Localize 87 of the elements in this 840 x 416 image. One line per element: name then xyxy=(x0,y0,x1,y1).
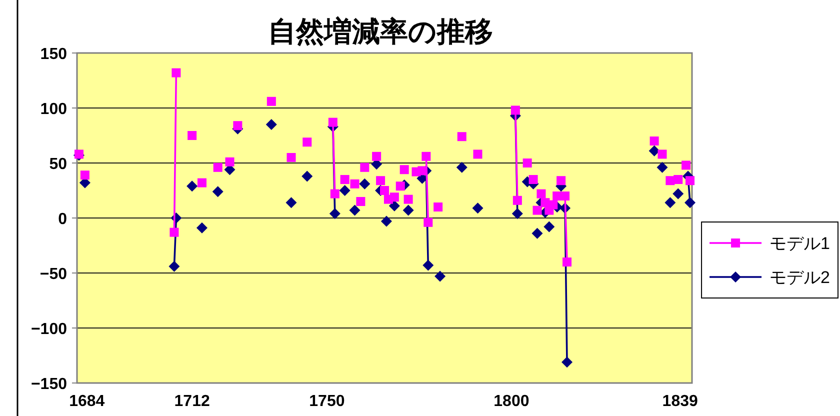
point xyxy=(213,162,222,172)
point xyxy=(666,176,675,186)
point xyxy=(186,180,198,192)
point xyxy=(376,176,386,186)
point xyxy=(422,260,434,271)
point xyxy=(302,170,313,182)
point xyxy=(532,228,543,239)
legend-label: モデル1 xyxy=(770,234,830,253)
point xyxy=(302,138,312,147)
point xyxy=(328,118,338,127)
point xyxy=(380,186,389,195)
point xyxy=(656,162,668,173)
point xyxy=(560,192,570,200)
point xyxy=(196,222,208,234)
y-tick-label: 150 xyxy=(40,46,68,63)
point xyxy=(512,208,523,220)
point xyxy=(390,192,399,202)
point xyxy=(402,204,414,216)
y-tick-label: −50 xyxy=(40,266,68,283)
legend-label: モデル2 xyxy=(770,268,830,287)
x-tick-label: 1750 xyxy=(309,393,345,410)
point xyxy=(434,202,443,212)
point xyxy=(360,162,370,172)
point xyxy=(350,179,360,188)
point xyxy=(648,145,660,156)
point xyxy=(664,197,676,208)
point xyxy=(329,208,340,220)
point xyxy=(682,160,691,170)
point xyxy=(212,186,224,198)
point xyxy=(658,150,667,159)
point xyxy=(400,165,409,174)
x-tick-label: 1712 xyxy=(174,393,210,410)
point xyxy=(286,197,297,208)
point xyxy=(544,221,555,232)
point xyxy=(473,150,482,159)
point xyxy=(170,228,179,237)
point xyxy=(457,132,466,142)
point xyxy=(380,216,392,227)
y-tick-label: −100 xyxy=(30,321,68,338)
point xyxy=(528,175,538,184)
point xyxy=(684,197,696,208)
point xyxy=(404,194,413,204)
y-tick-label: −150 xyxy=(30,376,68,393)
point xyxy=(396,182,405,191)
point xyxy=(168,260,180,272)
point xyxy=(188,131,197,140)
point xyxy=(522,158,532,168)
point xyxy=(434,270,446,282)
point xyxy=(510,106,520,115)
point xyxy=(424,218,433,227)
x-tick-label: 1800 xyxy=(494,393,530,410)
point xyxy=(556,176,566,186)
point xyxy=(372,152,382,161)
point xyxy=(359,178,370,190)
point xyxy=(197,178,206,188)
point xyxy=(562,356,573,368)
point xyxy=(339,185,350,196)
point xyxy=(172,68,181,78)
y-tick-label: 100 xyxy=(40,101,68,118)
point xyxy=(330,189,340,198)
point xyxy=(356,197,366,206)
point xyxy=(650,136,659,146)
x-tick-label: 1684 xyxy=(69,393,105,410)
point xyxy=(672,188,684,200)
point xyxy=(674,175,683,184)
point xyxy=(233,121,242,130)
point xyxy=(80,170,90,180)
point xyxy=(562,258,572,266)
point xyxy=(225,157,234,166)
point xyxy=(472,202,484,214)
point xyxy=(512,196,522,205)
point xyxy=(532,206,542,215)
point xyxy=(340,175,350,184)
point xyxy=(422,152,431,161)
point xyxy=(349,204,360,216)
y-tick-label: 0 xyxy=(58,211,68,228)
point xyxy=(286,153,296,162)
point xyxy=(686,176,695,186)
point xyxy=(456,162,468,173)
chart-title: 自然増減率の推移 xyxy=(268,16,493,47)
point xyxy=(418,166,427,176)
point xyxy=(536,189,546,198)
point xyxy=(266,96,276,106)
y-tick-label: 50 xyxy=(49,156,68,173)
point xyxy=(266,119,277,130)
point xyxy=(388,200,400,212)
x-tick-label: 1839 xyxy=(662,393,698,410)
